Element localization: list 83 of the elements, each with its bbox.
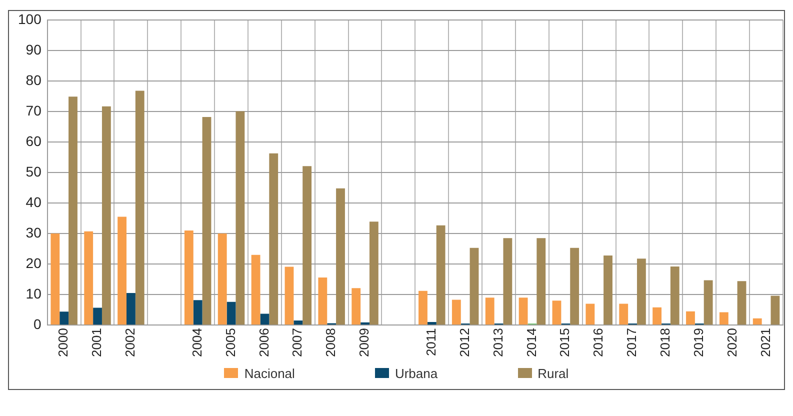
x-tick-label: 2000 bbox=[56, 328, 71, 357]
bar bbox=[719, 312, 728, 325]
x-tick-label: 2020 bbox=[724, 328, 740, 357]
bar bbox=[126, 293, 136, 325]
bar bbox=[586, 304, 595, 325]
bar bbox=[218, 234, 227, 325]
legend-label: Urbana bbox=[394, 366, 438, 380]
x-tick-label: 2002 bbox=[122, 328, 138, 357]
bar bbox=[251, 254, 260, 325]
y-tick-label: 80 bbox=[26, 72, 42, 88]
bar bbox=[68, 96, 78, 325]
bar bbox=[686, 311, 695, 325]
y-tick-label: 20 bbox=[26, 254, 42, 271]
legend-label: Rural bbox=[538, 366, 569, 380]
bar bbox=[135, 90, 144, 325]
bar bbox=[452, 300, 461, 325]
x-tick-label: 2001 bbox=[89, 328, 104, 357]
bar bbox=[704, 280, 713, 325]
x-tick-label: 2006 bbox=[256, 328, 272, 357]
x-tick-label: 2013 bbox=[490, 328, 506, 357]
bar bbox=[226, 302, 236, 325]
y-tick-label: 10 bbox=[26, 285, 42, 302]
x-tick-label: 2008 bbox=[323, 328, 338, 357]
x-tick-label: 2015 bbox=[557, 328, 572, 357]
x-tick-label: 2011 bbox=[423, 328, 438, 356]
bar bbox=[570, 248, 580, 325]
legend-label: Nacional bbox=[244, 366, 295, 380]
bar bbox=[636, 258, 646, 325]
x-tick-label: 2017 bbox=[624, 328, 640, 357]
bar bbox=[269, 153, 278, 325]
bar bbox=[485, 298, 494, 325]
x-tick-label: 2016 bbox=[590, 328, 606, 357]
bar bbox=[294, 320, 303, 325]
bar bbox=[102, 106, 111, 325]
x-tick-label: 2012 bbox=[456, 328, 472, 357]
x-tick-label: 2004 bbox=[189, 328, 204, 357]
x-tick-label: 2019 bbox=[690, 328, 706, 357]
bar bbox=[202, 117, 212, 325]
y-tick-label: 70 bbox=[26, 102, 42, 118]
y-tick-label: 90 bbox=[26, 41, 42, 58]
bar bbox=[50, 234, 60, 325]
x-tick-label: 2021 bbox=[758, 328, 773, 357]
x-tick-label: 2007 bbox=[290, 328, 305, 357]
bar bbox=[770, 296, 780, 325]
x-tick-label: 2014 bbox=[524, 328, 539, 357]
bar bbox=[752, 318, 762, 325]
bar bbox=[518, 298, 528, 325]
bar bbox=[503, 238, 512, 325]
y-tick-label: 30 bbox=[26, 224, 42, 240]
bar bbox=[84, 231, 94, 325]
y-tick-label: 40 bbox=[26, 194, 42, 210]
bar bbox=[619, 304, 628, 325]
bar bbox=[193, 300, 202, 325]
bar bbox=[470, 248, 479, 325]
bar bbox=[436, 225, 446, 325]
y-tick-label: 100 bbox=[18, 10, 42, 27]
x-tick-label: 2005 bbox=[222, 328, 238, 357]
y-tick-label: 0 bbox=[34, 316, 42, 332]
bar bbox=[236, 111, 245, 325]
x-tick-label: 2018 bbox=[658, 328, 673, 357]
bar bbox=[360, 322, 370, 325]
bar bbox=[118, 216, 126, 325]
bar bbox=[93, 308, 102, 325]
y-tick-label: 60 bbox=[26, 132, 42, 149]
bar bbox=[536, 238, 546, 325]
bar bbox=[336, 188, 345, 325]
x-tick-label: 2009 bbox=[356, 328, 372, 357]
bar bbox=[184, 230, 194, 325]
bar bbox=[652, 307, 662, 325]
bar bbox=[318, 277, 328, 325]
bar bbox=[352, 288, 361, 325]
bar bbox=[284, 266, 294, 325]
bar bbox=[604, 256, 612, 325]
bar bbox=[427, 322, 436, 325]
bar bbox=[260, 314, 270, 325]
y-tick-label: 50 bbox=[26, 163, 42, 180]
bar bbox=[302, 166, 312, 325]
bar bbox=[60, 312, 69, 325]
bar bbox=[418, 290, 428, 325]
bar bbox=[369, 222, 378, 325]
bar bbox=[737, 281, 746, 325]
bar bbox=[552, 300, 562, 325]
bar bbox=[670, 266, 680, 325]
